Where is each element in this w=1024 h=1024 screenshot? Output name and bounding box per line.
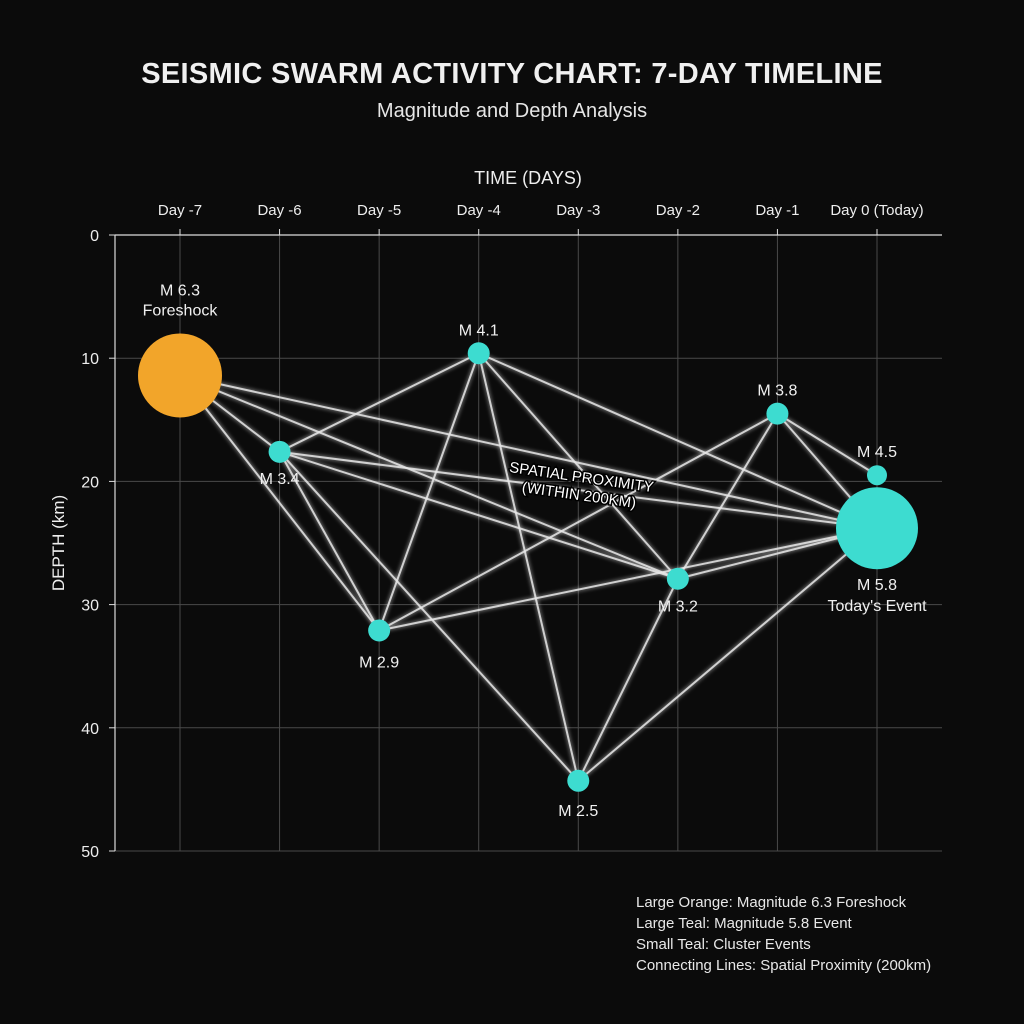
earthquake-point — [766, 402, 789, 425]
proximity-line — [279, 450, 878, 530]
proximity-line — [278, 451, 381, 631]
x-tick-label: Day -3 — [556, 202, 600, 219]
proximity-line — [279, 450, 679, 580]
x-tick-label: Day -5 — [357, 202, 401, 219]
legend-item: Connecting Lines: Spatial Proximity (200… — [636, 957, 932, 974]
earthquake-point — [666, 567, 689, 590]
proximity-line — [478, 352, 878, 530]
y-tick-label: 10 — [81, 351, 99, 368]
proximity-line — [278, 451, 580, 782]
earthquake-point — [138, 333, 222, 418]
x-tick-label: Day 0 (Today) — [830, 202, 923, 219]
x-axis-label: TIME (DAYS) — [474, 168, 582, 188]
proximity-line — [179, 374, 878, 530]
x-tick-label: Day -7 — [158, 202, 202, 219]
legend-item: Small Teal: Cluster Events — [636, 936, 811, 953]
legend-item: Large Teal: Magnitude 5.8 Event — [636, 915, 852, 932]
proximity-line — [477, 352, 679, 580]
y-axis-label: DEPTH (km) — [49, 495, 68, 591]
y-tick-label: 50 — [81, 844, 99, 861]
earthquake-point — [268, 440, 291, 463]
y-tick-label: 20 — [81, 474, 99, 491]
earthquake-point — [567, 769, 590, 792]
proximity-line — [378, 527, 878, 632]
proximity-line — [179, 374, 679, 580]
y-tick-label: 0 — [90, 228, 99, 245]
point-label: M 3.2 — [658, 599, 698, 616]
earthquake-point — [368, 619, 391, 642]
proximity-line — [776, 412, 878, 477]
point-label: M 3.4 — [260, 471, 300, 488]
point-label: M 6.3 — [160, 282, 200, 299]
x-tick-label: Day -4 — [457, 202, 501, 219]
point-label: M 4.1 — [459, 322, 499, 339]
earthquake-point — [867, 465, 887, 486]
point-label: M 2.9 — [359, 654, 399, 671]
point-label: M 5.8 — [857, 577, 897, 594]
proximity-line — [577, 527, 878, 782]
x-tick-label: Day -1 — [755, 202, 799, 219]
x-tick-label: Day -6 — [257, 202, 301, 219]
legend: Large Orange: Magnitude 6.3 Foreshock La… — [636, 892, 931, 976]
point-label: M 2.5 — [558, 803, 598, 820]
earthquake-point — [467, 342, 490, 365]
point-label: M 3.8 — [757, 383, 797, 400]
chart-title: SEISMIC SWARM ACTIVITY CHART: 7-DAY TIME… — [141, 58, 883, 90]
proximity-line — [577, 578, 679, 782]
point-sublabel: Foreshock — [143, 302, 219, 319]
point-sublabel: Today's Event — [827, 598, 927, 615]
point-label: M 4.5 — [857, 444, 897, 461]
chart-subtitle: Magnitude and Depth Analysis — [376, 100, 648, 122]
earthquake-point — [836, 487, 918, 570]
x-tick-label: Day -2 — [656, 202, 700, 219]
proximity-line — [378, 412, 778, 632]
proximity-line — [378, 352, 480, 631]
y-tick-label: 40 — [81, 721, 99, 738]
legend-item: Large Orange: Magnitude 6.3 Foreshock — [636, 894, 907, 911]
y-tick-label: 30 — [81, 598, 99, 615]
proximity-line — [179, 374, 380, 632]
proximity-line — [477, 353, 580, 782]
proximity-line — [677, 413, 779, 580]
proximity-line — [279, 352, 480, 453]
